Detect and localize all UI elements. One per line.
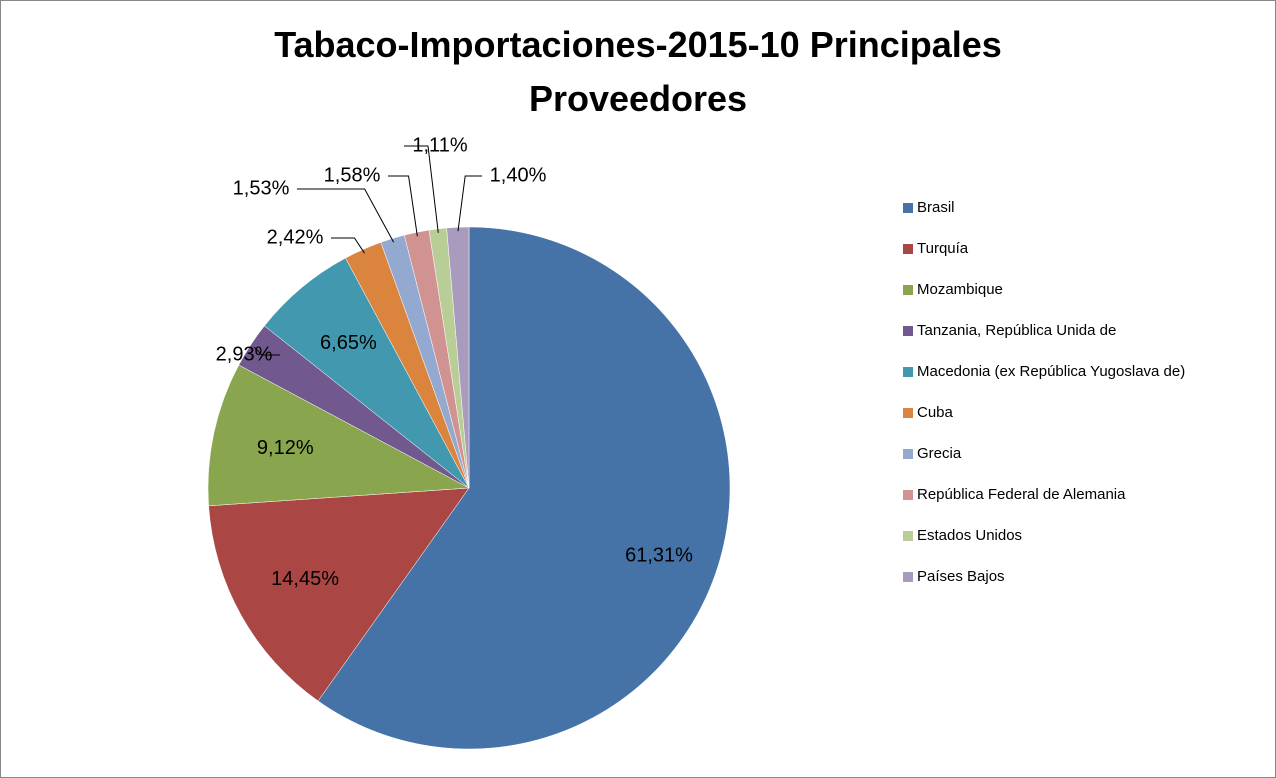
legend-swatch [903, 203, 913, 213]
legend-label: Turquía [917, 240, 969, 257]
pie-slice [207, 364, 470, 507]
data-label: 1,58% [324, 164, 381, 186]
legend-swatch [903, 326, 913, 336]
legend-swatch [903, 244, 913, 254]
legend-label: Tanzania, República Unida de [917, 322, 1116, 339]
legend-swatch [903, 408, 913, 418]
leader-line [331, 237, 365, 254]
legend-label: Cuba [917, 404, 954, 421]
data-label: 9,12% [257, 437, 314, 459]
legend-label: Mozambique [917, 281, 1003, 298]
data-label: 14,45% [271, 568, 339, 590]
legend-label: Grecia [917, 445, 962, 462]
chart-title: Tabaco-Importaciones-2015-10 Principales… [274, 24, 1002, 119]
legend-swatch [903, 285, 913, 295]
data-label: 2,93% [216, 343, 273, 365]
legend-swatch [903, 449, 913, 459]
pie-slice [446, 226, 470, 489]
data-label: 1,53% [233, 177, 290, 199]
data-label: 1,40% [490, 164, 547, 186]
legend-label: Estados Unidos [917, 527, 1022, 544]
legend-swatch [903, 572, 913, 582]
legend-swatch [903, 490, 913, 500]
leader-line [297, 188, 395, 243]
legend-swatch [903, 367, 913, 377]
data-label: 2,42% [267, 226, 324, 248]
leader-line [404, 145, 439, 233]
legend-swatch [903, 531, 913, 541]
legend-label: Macedonia (ex República Yugoslava de) [917, 363, 1185, 380]
pie-slice [208, 487, 470, 702]
legend-label: Brasil [917, 199, 955, 216]
data-label: 1,11% [412, 134, 467, 156]
leader-line [388, 175, 418, 237]
legend-label: República Federal de Alemania [917, 486, 1126, 503]
data-label: 6,65% [320, 332, 377, 354]
leader-line [457, 175, 482, 232]
legend-label: Países Bajos [917, 568, 1005, 585]
leader-line [253, 346, 280, 356]
data-label: 61,31% [625, 544, 693, 566]
pie-slice [317, 226, 731, 750]
